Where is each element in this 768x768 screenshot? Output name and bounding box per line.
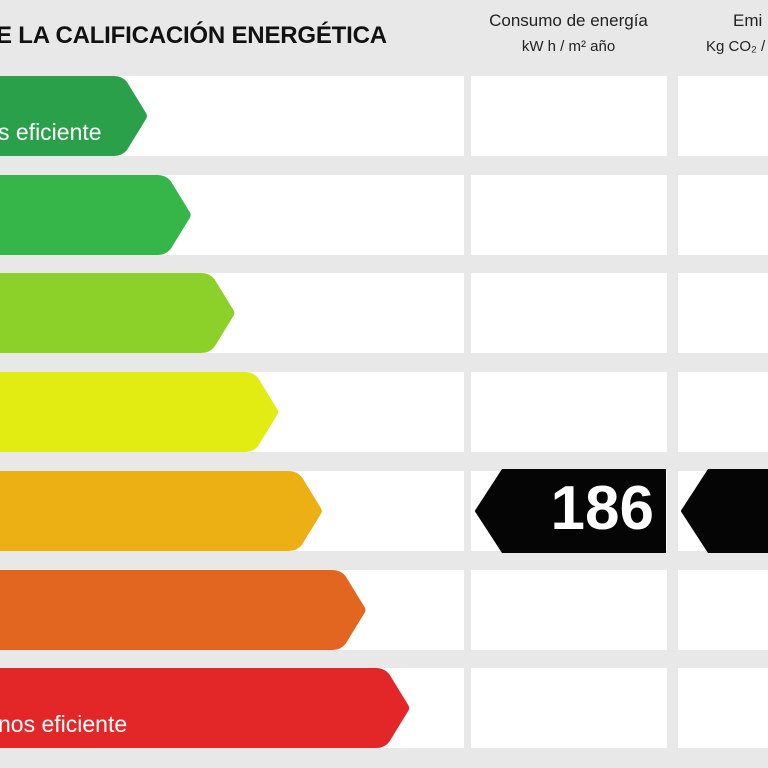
header: E LA CALIFICACIÓN ENERGÉTICA Consumo de … [0, 0, 768, 70]
emissions-header-unit: Kg CO₂ / [706, 38, 766, 55]
emissions-cell [678, 570, 768, 650]
consumption-rating-tag: 186 [474, 469, 666, 553]
rating-bar [0, 175, 192, 255]
least-efficient-label: nos eficiente [0, 711, 128, 737]
rating-bar: s eficiente [0, 76, 148, 156]
consumption-column-header: Consumo de energía kW h / m² año [470, 10, 667, 62]
emissions-cell [678, 76, 768, 156]
consumption-cell [471, 570, 667, 650]
rating-bar [0, 273, 235, 353]
consumption-header-unit: kW h / m² año [521, 38, 616, 55]
consumption-cell [471, 372, 667, 452]
emissions-cell [678, 668, 768, 748]
consumption-cell [471, 175, 667, 255]
consumption-header-title: Consumo de energía [489, 11, 648, 30]
consumption-cell [471, 76, 667, 156]
page-title: E LA CALIFICACIÓN ENERGÉTICA [0, 22, 387, 49]
emissions-cell [678, 175, 768, 255]
emissions-column-header: Emi Kg CO₂ / [700, 10, 768, 62]
rating-bar [0, 372, 279, 452]
rating-bar [0, 471, 323, 551]
rating-bar: nos eficiente [0, 668, 410, 748]
emissions-cell [678, 372, 768, 452]
emissions-rating-tag [680, 469, 768, 553]
consumption-cell [471, 273, 667, 353]
rating-bar [0, 570, 367, 650]
emissions-header-title: Emi [733, 11, 763, 30]
consumption-cell [471, 668, 667, 748]
most-efficient-label: s eficiente [0, 119, 102, 145]
emissions-cell [678, 273, 768, 353]
consumption-value: 186 [550, 474, 654, 543]
